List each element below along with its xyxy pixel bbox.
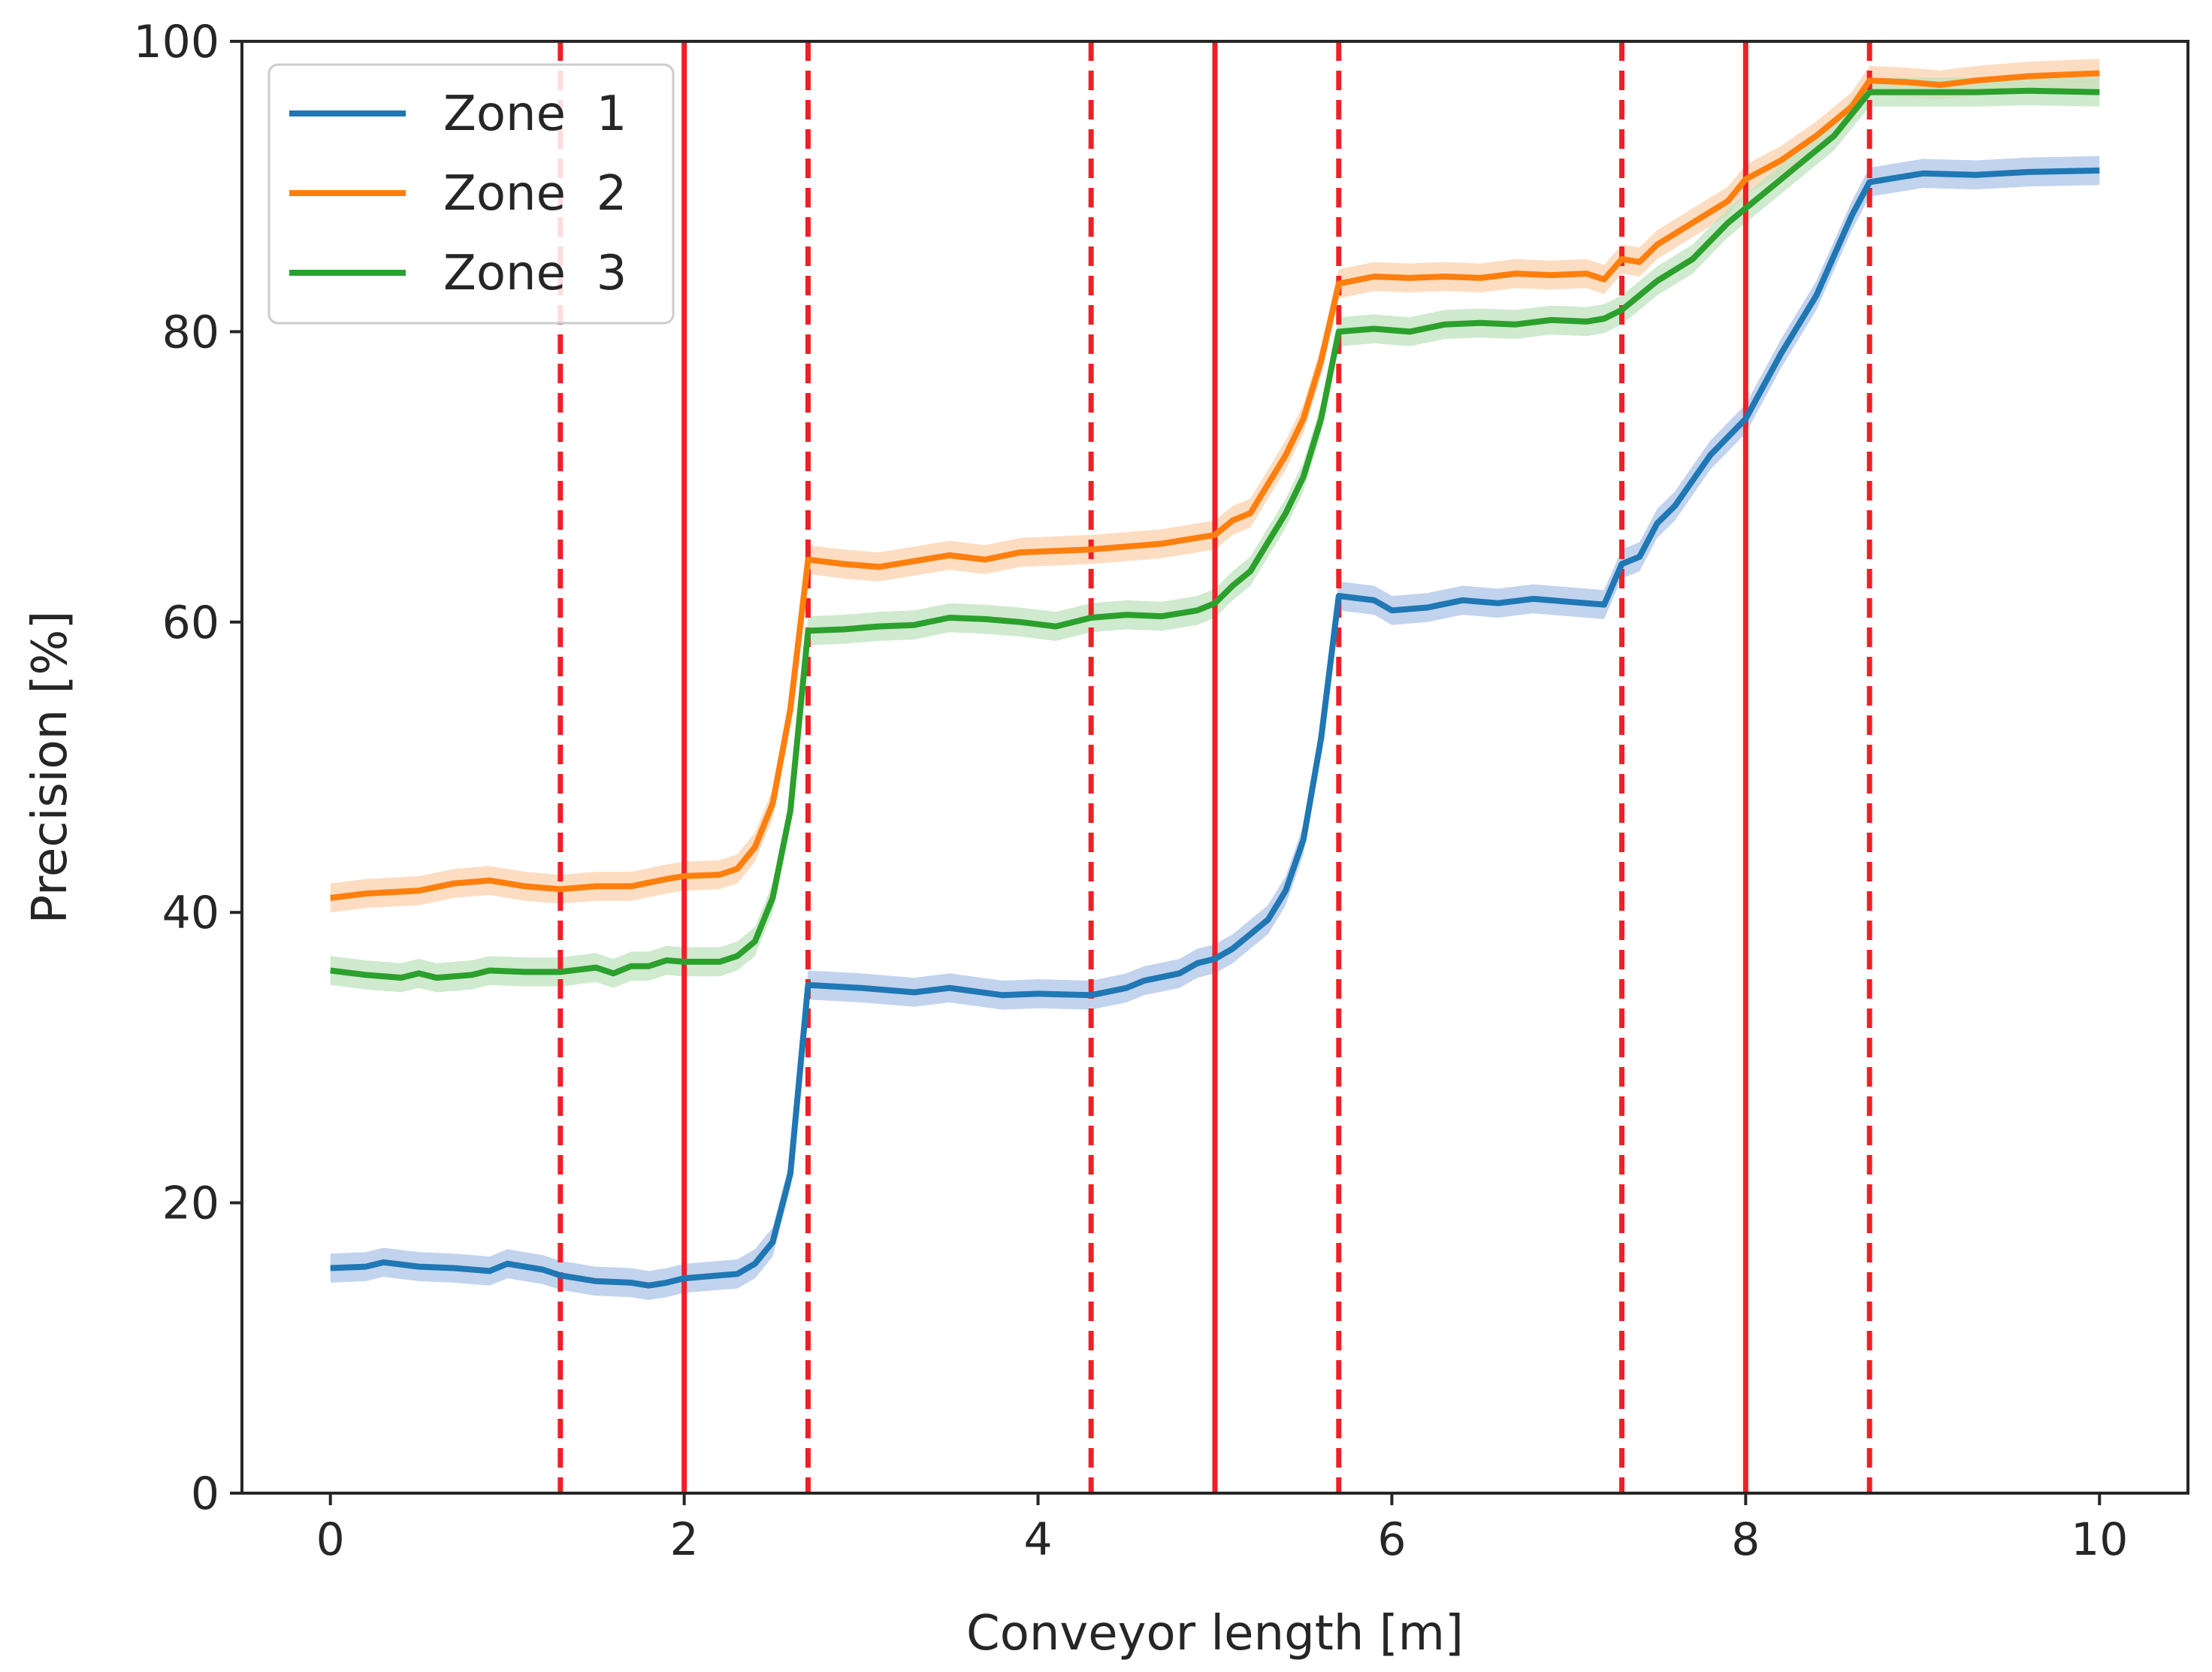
legend-box bbox=[267, 63, 675, 325]
y-tick-label: 0 bbox=[191, 1468, 219, 1520]
x-axis-ticks: 0 2 4 6 8 10 bbox=[316, 1493, 2128, 1566]
x-tick-label: 2 bbox=[670, 1513, 699, 1566]
y-tick-label: 20 bbox=[162, 1178, 219, 1230]
series-lines bbox=[330, 70, 2100, 1289]
series-line-2 bbox=[330, 70, 2100, 901]
legend-label-1: Zone 1 bbox=[443, 86, 627, 142]
x-tick-label: 8 bbox=[1731, 1513, 1760, 1566]
series-line-3 bbox=[330, 87, 2100, 981]
y-tick-label: 80 bbox=[162, 306, 219, 358]
legend: Zone 1 Zone 2 Zone 3 bbox=[267, 63, 675, 325]
legend-label-2: Zone 2 bbox=[443, 166, 627, 222]
x-tick-label: 10 bbox=[2071, 1513, 2128, 1566]
x-tick-label: 6 bbox=[1377, 1513, 1406, 1566]
y-tick-label: 40 bbox=[162, 887, 219, 939]
plot-frame bbox=[240, 40, 2189, 1495]
y-axis-ticks: 0 20 40 60 80 100 bbox=[133, 16, 242, 1520]
series-line-1 bbox=[330, 167, 2100, 1289]
y-axis-label: Precision [%] bbox=[23, 611, 78, 924]
x-tick-label: 4 bbox=[1023, 1513, 1052, 1566]
x-tick-label: 0 bbox=[316, 1513, 345, 1566]
legend-label-3: Zone 3 bbox=[443, 246, 627, 301]
y-tick-label: 60 bbox=[162, 597, 219, 649]
x-axis-label: Conveyor length [m] bbox=[966, 1606, 1464, 1661]
y-tick-label: 100 bbox=[133, 16, 219, 68]
